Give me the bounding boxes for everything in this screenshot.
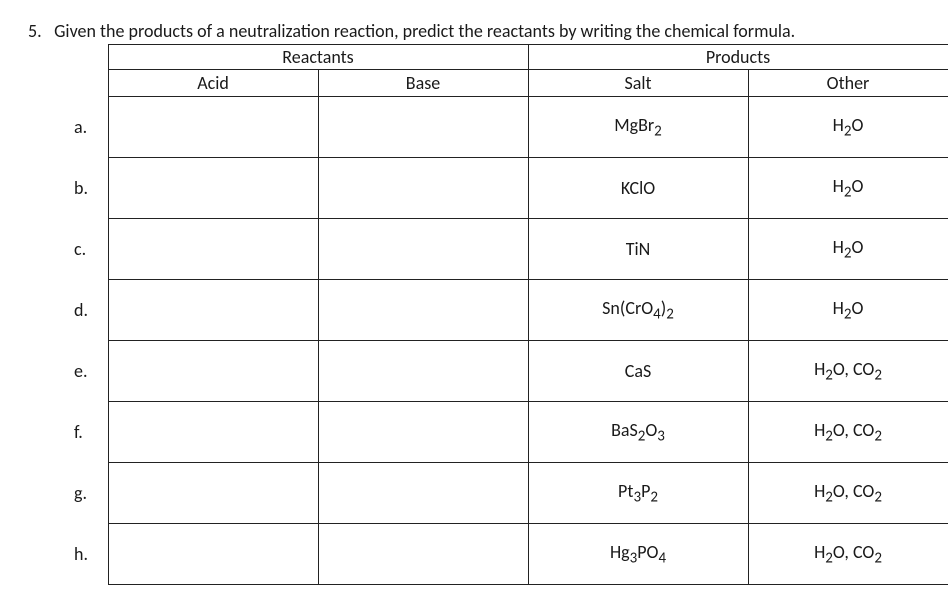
salt-cell: KClO xyxy=(528,158,748,219)
header-spacer-2 xyxy=(68,70,108,97)
salt-cell: TiN xyxy=(528,219,748,280)
other-cell: H2O, CO2 xyxy=(748,463,948,524)
row-label: g. xyxy=(68,463,108,524)
salt-cell: BaS2O3 xyxy=(528,402,748,463)
acid-cell xyxy=(108,463,318,524)
base-cell xyxy=(318,158,528,219)
other-cell: H2O xyxy=(748,280,948,341)
table-row: h. Hg3PO4H2O, CO2 xyxy=(68,524,948,585)
row-label: e. xyxy=(68,341,108,402)
table-row: c. TiNH2O xyxy=(68,219,948,280)
base-cell xyxy=(318,463,528,524)
header-reactants: Reactants xyxy=(108,45,528,70)
acid-cell xyxy=(108,219,318,280)
acid-cell xyxy=(108,97,318,158)
neutralization-table: Reactants Products Acid Base Salt Other … xyxy=(68,44,948,585)
header-products: Products xyxy=(528,45,948,70)
header-base: Base xyxy=(318,70,528,97)
table-row: e. CaSH2O, CO2 xyxy=(68,341,948,402)
salt-cell: Hg3PO4 xyxy=(528,524,748,585)
other-cell: H2O, CO2 xyxy=(748,341,948,402)
base-cell xyxy=(318,402,528,463)
salt-cell: CaS xyxy=(528,341,748,402)
salt-cell: Pt3P2 xyxy=(528,463,748,524)
acid-cell xyxy=(108,158,318,219)
salt-cell: Sn(CrO4)2 xyxy=(528,280,748,341)
other-cell: H2O, CO2 xyxy=(748,524,948,585)
question-prompt: 5. Given the products of a neutralizatio… xyxy=(28,20,920,42)
header-row-sub: Acid Base Salt Other xyxy=(68,70,948,97)
header-row-top: Reactants Products xyxy=(68,45,948,70)
base-cell xyxy=(318,341,528,402)
other-cell: H2O xyxy=(748,158,948,219)
table-row: a. MgBr2H2O xyxy=(68,97,948,158)
header-spacer xyxy=(68,45,108,70)
table-row: g. Pt3P2H2O, CO2 xyxy=(68,463,948,524)
row-label: f. xyxy=(68,402,108,463)
header-acid: Acid xyxy=(108,70,318,97)
base-cell xyxy=(318,524,528,585)
row-label: a. xyxy=(68,97,108,158)
table-row: b. KClOH2O xyxy=(68,158,948,219)
acid-cell xyxy=(108,402,318,463)
table-row: f. BaS2O3H2O, CO2 xyxy=(68,402,948,463)
question-number: 5. xyxy=(28,20,50,42)
row-label: c. xyxy=(68,219,108,280)
acid-cell xyxy=(108,341,318,402)
base-cell xyxy=(318,97,528,158)
salt-cell: MgBr2 xyxy=(528,97,748,158)
question-text: Given the products of a neutralization r… xyxy=(54,20,795,42)
table-row: d. Sn(CrO4)2H2O xyxy=(68,280,948,341)
header-salt: Salt xyxy=(528,70,748,97)
other-cell: H2O xyxy=(748,219,948,280)
acid-cell xyxy=(108,280,318,341)
row-label: h. xyxy=(68,524,108,585)
base-cell xyxy=(318,280,528,341)
other-cell: H2O xyxy=(748,97,948,158)
row-label: d. xyxy=(68,280,108,341)
header-other: Other xyxy=(748,70,948,97)
row-label: b. xyxy=(68,158,108,219)
base-cell xyxy=(318,219,528,280)
acid-cell xyxy=(108,524,318,585)
other-cell: H2O, CO2 xyxy=(748,402,948,463)
